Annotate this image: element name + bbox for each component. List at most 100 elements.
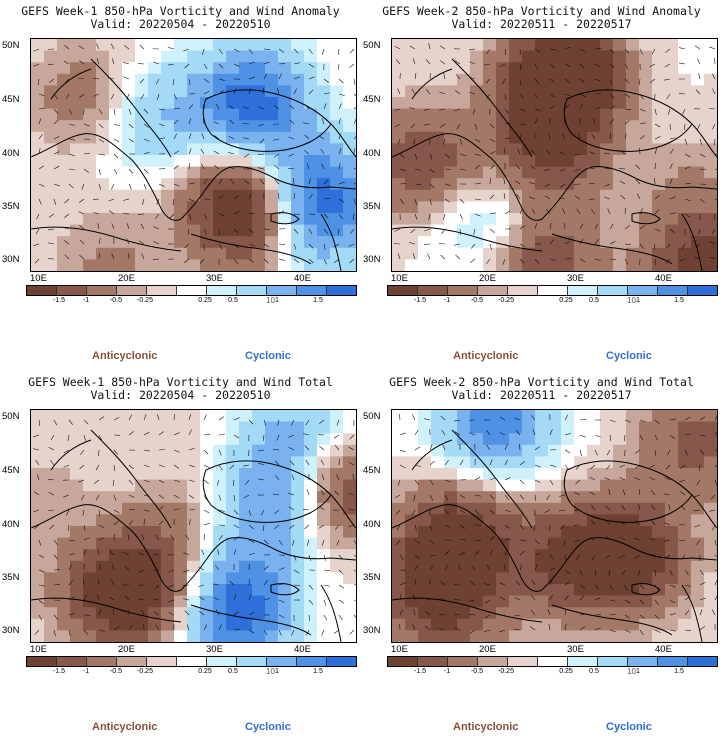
wind-vector bbox=[649, 477, 656, 481]
vorticity-cell bbox=[509, 178, 523, 191]
wind-vector bbox=[141, 534, 145, 541]
vorticity-cell bbox=[122, 189, 136, 202]
vorticity-cell bbox=[343, 468, 356, 481]
vorticity-cell bbox=[174, 491, 188, 504]
wind-vector bbox=[684, 138, 688, 145]
wind-vector bbox=[639, 629, 644, 636]
wind-vector bbox=[594, 258, 601, 261]
vorticity-cell bbox=[226, 433, 240, 446]
vorticity-cell bbox=[470, 433, 484, 446]
lat-label: 35N bbox=[2, 201, 20, 212]
wind-vector bbox=[353, 93, 356, 97]
wind-vector bbox=[201, 133, 205, 140]
wind-vector bbox=[504, 93, 507, 100]
wind-vector bbox=[594, 223, 599, 230]
vorticity-map bbox=[30, 409, 357, 643]
wind-vector bbox=[529, 196, 536, 200]
vorticity-cell bbox=[704, 85, 717, 98]
vorticity-cell bbox=[135, 189, 149, 202]
vorticity-cell bbox=[626, 421, 640, 434]
wind-vector bbox=[143, 151, 150, 155]
vorticity-map bbox=[30, 38, 357, 272]
vorticity-cell bbox=[239, 201, 253, 214]
vorticity-cell bbox=[548, 584, 562, 597]
wind-vector bbox=[429, 524, 433, 531]
vorticity-cell bbox=[535, 224, 549, 237]
vorticity-cell bbox=[109, 479, 123, 492]
vorticity-cell bbox=[252, 607, 266, 620]
vorticity-cell bbox=[613, 97, 627, 110]
vorticity-cell bbox=[405, 595, 419, 608]
vorticity-cell bbox=[291, 189, 305, 202]
vorticity-cell bbox=[122, 526, 136, 539]
wind-vector bbox=[98, 524, 105, 529]
vorticity-cell bbox=[70, 62, 84, 75]
vorticity-cell bbox=[161, 166, 175, 179]
wind-vector bbox=[474, 123, 478, 130]
colorbar-swatch bbox=[628, 657, 658, 666]
vorticity-cell bbox=[561, 421, 575, 434]
vorticity-cell bbox=[109, 259, 123, 271]
vorticity-cell bbox=[148, 618, 162, 631]
vorticity-cell bbox=[574, 97, 588, 110]
vorticity-cell bbox=[304, 108, 318, 121]
vorticity-cell bbox=[444, 572, 458, 585]
wind-vector bbox=[302, 509, 310, 511]
wind-vector bbox=[323, 228, 329, 234]
wind-vector bbox=[414, 213, 418, 220]
wind-vector bbox=[34, 524, 40, 529]
vorticity-cell bbox=[457, 468, 471, 481]
vorticity-cell bbox=[31, 560, 45, 573]
wind-vector bbox=[203, 63, 208, 70]
legend-anticyclonic: Anticyclonic bbox=[92, 350, 158, 362]
vorticity-cell bbox=[639, 155, 653, 168]
vorticity-cell bbox=[626, 549, 640, 562]
wind-vector bbox=[233, 509, 239, 515]
vorticity-cell bbox=[704, 618, 717, 631]
vorticity-cell bbox=[265, 526, 279, 539]
wind-vector bbox=[684, 449, 688, 456]
vorticity-cell bbox=[31, 468, 45, 481]
vorticity-cell bbox=[265, 155, 279, 168]
wind-vector bbox=[243, 106, 250, 110]
vorticity-cell bbox=[405, 131, 419, 144]
vorticity-cell bbox=[317, 247, 331, 260]
vorticity-cell bbox=[83, 444, 97, 457]
vorticity-cell bbox=[587, 572, 601, 585]
vorticity-cell bbox=[57, 108, 71, 121]
wind-vector bbox=[609, 584, 614, 591]
wind-vector bbox=[669, 418, 676, 421]
vorticity-cell bbox=[200, 108, 214, 121]
vorticity-cell bbox=[291, 259, 305, 271]
vorticity-cell bbox=[587, 62, 601, 75]
vorticity-cell bbox=[161, 201, 175, 214]
vorticity-cell bbox=[639, 189, 653, 202]
wind-vector bbox=[472, 108, 476, 115]
wind-vector bbox=[113, 417, 120, 421]
wind-vector bbox=[308, 228, 313, 235]
vorticity-cell bbox=[483, 50, 497, 63]
wind-vector bbox=[606, 519, 611, 526]
vorticity-cell bbox=[109, 444, 123, 457]
vorticity-cell bbox=[291, 224, 305, 237]
vorticity-cell bbox=[691, 584, 705, 597]
vorticity-cell bbox=[70, 549, 84, 562]
wind-vector bbox=[684, 433, 691, 436]
vorticity-cell bbox=[496, 514, 510, 527]
lat-label: 30N bbox=[363, 625, 381, 636]
vorticity-cell bbox=[457, 560, 471, 573]
vorticity-cell bbox=[187, 50, 201, 63]
vorticity-cell bbox=[431, 131, 445, 144]
vorticity-cell bbox=[509, 131, 523, 144]
wind-vector bbox=[414, 198, 417, 205]
vorticity-cell bbox=[278, 236, 292, 249]
vorticity-cell bbox=[522, 120, 536, 133]
vorticity-cell bbox=[226, 572, 240, 585]
wind-vector bbox=[439, 60, 446, 65]
vorticity-cell bbox=[405, 178, 419, 191]
colorbar-swatch bbox=[388, 286, 418, 295]
wind-vector bbox=[158, 183, 165, 187]
vorticity-cell bbox=[343, 630, 356, 642]
vorticity-cell bbox=[109, 201, 123, 214]
vorticity-cell bbox=[122, 421, 136, 434]
